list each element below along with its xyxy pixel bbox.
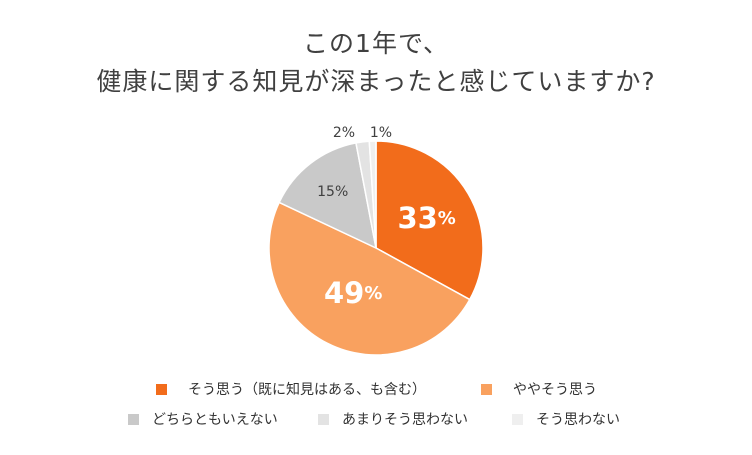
chart-title-line-1: この1年で、 xyxy=(303,29,449,58)
legend-item-disagree: そう思わない xyxy=(512,409,620,429)
data-label-disagree: 1% xyxy=(370,125,392,141)
legend-label-agree: そう思う（既に知見はある、も含む） xyxy=(188,382,426,398)
chart-title-line-2: 健康に関する知見が深まったと感じていますか? xyxy=(96,67,656,96)
pie-slice-agree xyxy=(375,140,484,301)
legend-swatch-disagree xyxy=(512,413,523,425)
legend-item-agree: そう思う（既に知見はある、も含む） xyxy=(156,379,426,399)
legend-swatch-somewhat-disagree xyxy=(318,413,329,425)
pie-slice-somewhat-agree xyxy=(268,201,471,356)
legend-label-neutral: どちらともいえない xyxy=(152,412,278,428)
legend-swatch-somewhat-agree xyxy=(481,383,492,395)
data-label-somewhat-agree: 49% xyxy=(324,276,382,310)
legend-swatch-agree xyxy=(156,383,167,395)
legend-label-disagree: そう思わない xyxy=(536,412,620,428)
legend-label-somewhat-agree: ややそう思う xyxy=(513,382,597,398)
data-label-agree: 33% xyxy=(397,201,455,235)
pie-slice-neutral xyxy=(278,142,378,250)
legend-swatch-neutral xyxy=(128,413,139,425)
pie-slice-disagree xyxy=(368,140,377,249)
legend-item-somewhat-agree: ややそう思う xyxy=(481,379,597,399)
data-label-somewhat-disagree: 2% xyxy=(333,125,355,141)
data-label-neutral: 15% xyxy=(317,184,348,200)
legend-item-neutral: どちらともいえない xyxy=(128,409,278,429)
legend-item-somewhat-disagree: あまりそう思わない xyxy=(318,409,468,429)
legend-label-somewhat-disagree: あまりそう思わない xyxy=(342,412,468,428)
